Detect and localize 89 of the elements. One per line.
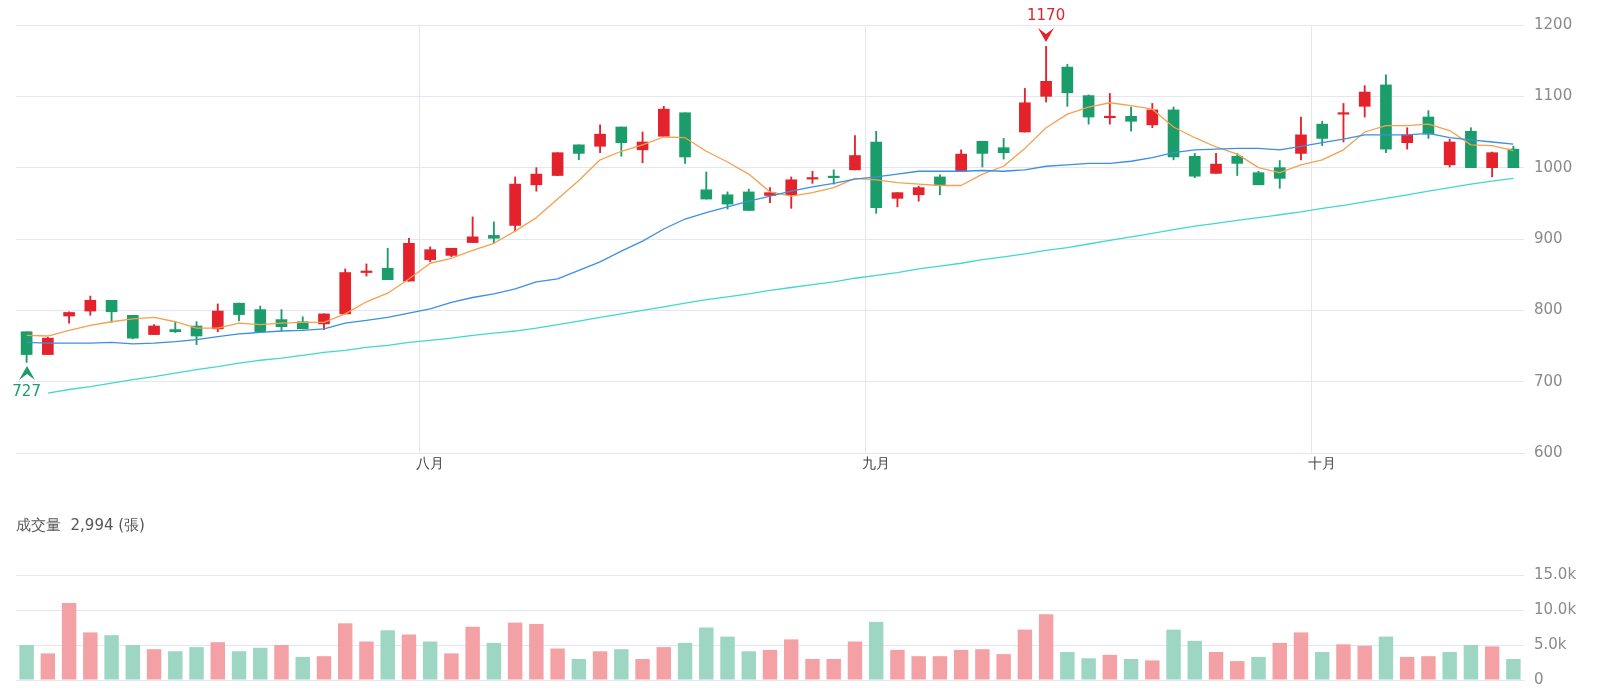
bar (1336, 644, 1351, 680)
bar (677, 642, 693, 680)
bar (932, 656, 948, 680)
bar (401, 634, 417, 680)
bar (1506, 659, 1521, 680)
bar (189, 647, 204, 680)
chart-title: 成交量 2,994 (張) (16, 515, 145, 534)
y-tick-label: 5.0k (1534, 634, 1567, 653)
bar (635, 659, 650, 680)
y-tick-label: 600 (1534, 442, 1563, 461)
x-tick-label: 九月 (862, 455, 891, 472)
y-tick-label: 15.0k (1534, 564, 1577, 583)
bar (1145, 660, 1160, 680)
bar (1017, 629, 1033, 680)
bar (253, 647, 268, 680)
bar (953, 649, 969, 680)
bar (550, 648, 565, 680)
y-tick-label: 1100 (1534, 86, 1573, 105)
bar (465, 626, 480, 680)
y-tick-label: 0 (1534, 669, 1544, 688)
bar (146, 649, 162, 680)
bar (614, 649, 629, 680)
y-tick-label: 1000 (1534, 157, 1573, 176)
bar (337, 623, 353, 680)
bar (1230, 661, 1245, 680)
bar (231, 651, 247, 680)
bar (592, 651, 608, 680)
bar (168, 651, 183, 680)
bar (19, 645, 34, 680)
x-tick-label: 八月 (416, 455, 445, 472)
y-tick-label: 800 (1534, 300, 1563, 319)
bar (1399, 656, 1415, 680)
bar (1293, 632, 1309, 680)
bar (1060, 652, 1075, 680)
bar (1038, 614, 1054, 680)
bar (911, 656, 926, 680)
bar (529, 624, 544, 680)
candlestick (1104, 93, 1116, 125)
bar (571, 659, 587, 680)
bar (1123, 659, 1139, 680)
bar (975, 649, 990, 680)
bar (1081, 658, 1096, 680)
bar (316, 656, 332, 680)
bar (1315, 652, 1330, 680)
bar (274, 645, 289, 680)
bar (1166, 629, 1181, 680)
annotation: 1170 (1027, 6, 1066, 25)
bar (380, 630, 395, 680)
bar (762, 649, 778, 680)
bar (486, 642, 502, 680)
bar (847, 641, 863, 680)
bar (1484, 646, 1500, 680)
y-tick-label: 10.0k (1534, 599, 1577, 618)
bar (805, 659, 820, 680)
bar (1208, 652, 1224, 680)
bar (741, 651, 756, 680)
bar (1102, 654, 1118, 680)
bar (996, 654, 1011, 680)
bar (1251, 656, 1266, 680)
bar (656, 647, 672, 680)
bar (61, 603, 77, 680)
bar (104, 635, 119, 680)
bar (1357, 645, 1372, 680)
bar (1442, 652, 1457, 680)
bar (1463, 645, 1479, 680)
y-tick-label: 900 (1534, 228, 1563, 247)
y-tick-label: 1200 (1534, 14, 1573, 33)
bar (784, 639, 799, 680)
annotation: 727 (12, 382, 41, 401)
bar (507, 622, 523, 680)
bar (826, 659, 841, 680)
bar (720, 636, 735, 680)
x-tick-label: 十月 (1308, 455, 1337, 472)
y-tick-label: 700 (1534, 371, 1563, 390)
bar (1421, 656, 1436, 680)
bar (210, 642, 225, 680)
bar (1187, 640, 1203, 680)
bar (125, 645, 141, 680)
bar (1378, 636, 1394, 680)
bar (890, 649, 905, 680)
bar (359, 641, 374, 680)
bar (83, 632, 98, 680)
bar (868, 621, 884, 680)
bar (295, 656, 310, 680)
bar (40, 653, 56, 680)
bar (699, 627, 714, 680)
bar (1272, 642, 1287, 680)
bar (422, 641, 438, 680)
bar (444, 653, 459, 680)
